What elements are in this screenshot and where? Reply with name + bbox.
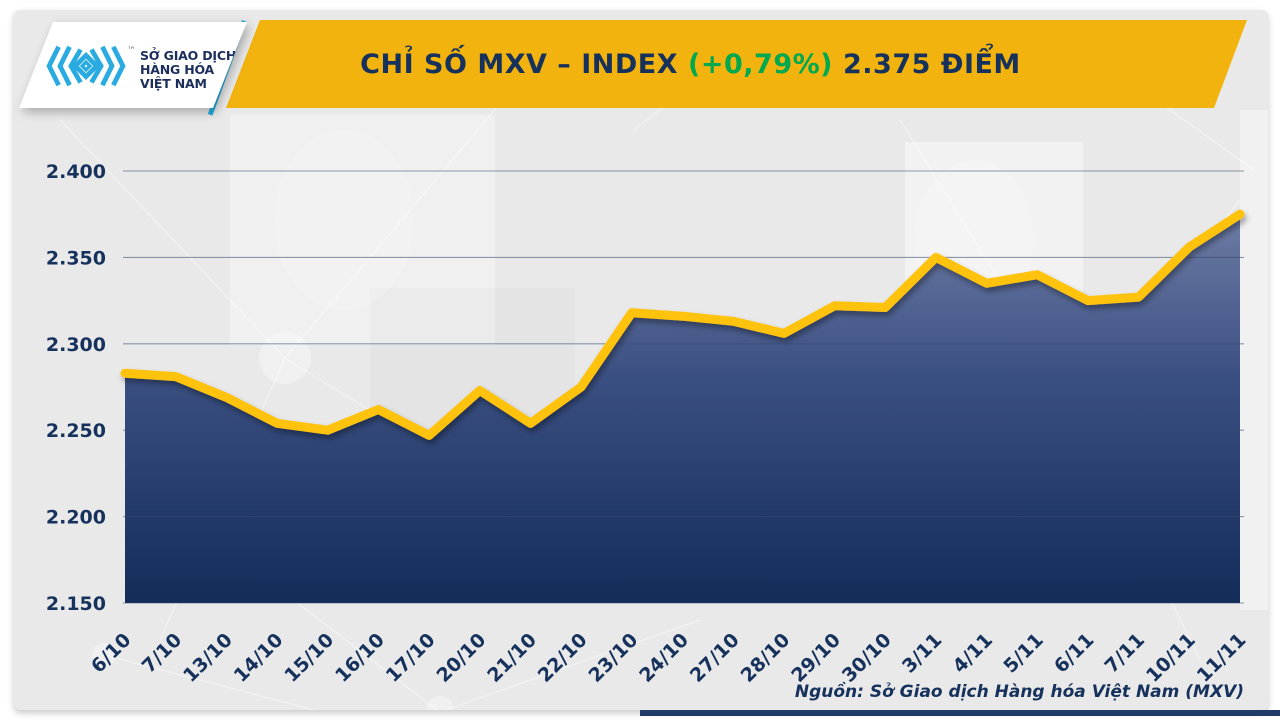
x-axis-label: 28/10 [737, 629, 795, 687]
x-axis-label: 15/10 [280, 629, 338, 687]
x-axis-label: 5/11 [999, 629, 1048, 678]
logo-line-3: VIỆT NAM [140, 76, 207, 91]
logo-line-1: SỞ GIAO DỊCH [140, 48, 237, 63]
x-axis-label: 4/11 [949, 629, 998, 678]
title-points: 2.375 ĐIỂM [843, 48, 1021, 80]
y-axis-label: 2.350 [46, 247, 106, 269]
title-prefix: CHỈ SỐ MXV – INDEX [360, 48, 679, 80]
x-axis-label: 3/11 [898, 629, 947, 678]
x-axis-label: 16/10 [331, 629, 389, 687]
logo-text: SỞ GIAO DỊCH HÀNG HÓA VIỆT NAM [140, 49, 236, 91]
trademark-symbol: ™ [127, 46, 136, 56]
x-axis-label: 14/10 [230, 629, 288, 687]
x-axis-label: 27/10 [686, 629, 744, 687]
x-axis-label: 17/10 [382, 629, 440, 687]
y-axis-label: 2.250 [46, 420, 106, 442]
logo-card: ™ SỞ GIAO DỊCH HÀNG HÓA VIỆT NAM [19, 22, 247, 108]
x-axis-label: 11/11 [1193, 629, 1251, 687]
x-axis-label: 20/10 [432, 629, 490, 687]
index-line [120, 209, 1245, 440]
y-axis-label: 2.400 [46, 161, 106, 183]
x-axis-label: 10/11 [1142, 629, 1200, 687]
mxv-chevron-logo-icon [46, 45, 126, 87]
x-axis-label: 6/11 [1050, 629, 1099, 678]
index-area [125, 214, 1240, 603]
x-axis-label: 13/10 [179, 629, 237, 687]
x-axis-label: 6/10 [87, 629, 136, 678]
title-banner: CHỈ SỐ MXV – INDEX (+0,79%) 2.375 ĐIỂM [226, 20, 1247, 108]
bottom-accent-bar [640, 710, 1280, 716]
title-change-percent: (+0,79%) [688, 48, 834, 80]
logo-line-2: HÀNG HÓA [140, 62, 215, 77]
x-axis-label: 22/10 [534, 629, 592, 687]
y-axis-label: 2.150 [46, 593, 106, 615]
x-axis-label: 23/10 [584, 629, 642, 687]
x-axis-label: 24/10 [635, 629, 693, 687]
x-axis-label: 29/10 [787, 629, 845, 687]
y-axis-label: 2.300 [46, 334, 106, 356]
x-axis-label: 30/10 [838, 629, 896, 687]
page-title: CHỈ SỐ MXV – INDEX (+0,79%) 2.375 ĐIỂM [360, 49, 1021, 80]
x-axis-label: 21/10 [483, 629, 541, 687]
mxv-logo: ™ SỞ GIAO DỊCH HÀNG HÓA VIỆT NAM [19, 22, 247, 108]
y-axis-label: 2.200 [46, 507, 106, 529]
source-caption: Nguồn: Sở Giao dịch Hàng hóa Việt Nam (M… [794, 682, 1244, 702]
